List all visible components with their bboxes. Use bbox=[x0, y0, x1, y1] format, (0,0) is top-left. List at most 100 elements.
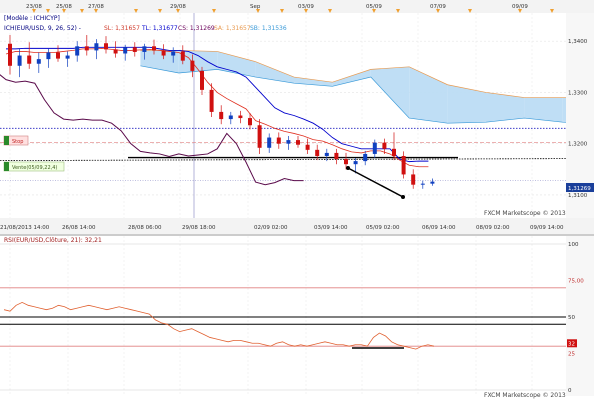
top-axis-marker bbox=[134, 9, 138, 13]
bottom-axis-label: 05/09 02:00 bbox=[366, 225, 400, 231]
cloud-segment bbox=[409, 66, 448, 124]
rsi-axis-label: 100 bbox=[568, 242, 579, 248]
candle-body bbox=[17, 55, 22, 66]
senkou-a-line bbox=[140, 50, 566, 98]
top-axis-marker bbox=[396, 9, 400, 13]
candle-body bbox=[315, 149, 320, 156]
top-axis-label: 27/08 bbox=[88, 4, 104, 10]
rsi-levels bbox=[0, 243, 566, 391]
panel-splitter[interactable] bbox=[0, 234, 594, 236]
price-panel[interactable] bbox=[0, 35, 594, 199]
cloud-segment bbox=[178, 50, 218, 73]
candle-body bbox=[334, 152, 339, 160]
candle-body bbox=[104, 43, 108, 50]
candle-body bbox=[171, 51, 176, 56]
trendline-start-marker[interactable] bbox=[346, 166, 350, 170]
cloud-segment bbox=[370, 66, 410, 119]
rsi-axis-label: 25 bbox=[568, 352, 575, 358]
template-label: [Modèle : ICHICYP] bbox=[4, 15, 60, 22]
price-axis-label: 1,3200 bbox=[568, 142, 588, 148]
cloud-segment bbox=[255, 61, 294, 84]
candle-body bbox=[353, 161, 358, 165]
candle-body bbox=[363, 153, 368, 162]
candle-body bbox=[180, 51, 185, 61]
candle-body bbox=[219, 111, 224, 120]
rsi-title: RSI(EUR/USD,Clôture, 21): 32,21 bbox=[4, 237, 102, 244]
ichimoku-cloud bbox=[140, 50, 566, 124]
rsi-panel[interactable] bbox=[0, 243, 566, 391]
candles bbox=[8, 35, 435, 189]
top-axis-marker bbox=[468, 9, 472, 13]
bottom-axis-label: 28/08 06:00 bbox=[128, 225, 162, 231]
top-axis-marker bbox=[550, 9, 554, 13]
stop-tag-label: Stop bbox=[12, 139, 23, 145]
top-axis-label: 07/09 bbox=[430, 4, 446, 10]
top-axis-marker bbox=[176, 9, 180, 13]
top-axis-marker bbox=[62, 9, 66, 13]
top-axis-label: Sep bbox=[250, 4, 261, 10]
bottom-axis-label: 09/09 14:00 bbox=[530, 225, 564, 231]
trendline-end-marker[interactable] bbox=[401, 195, 405, 199]
rsi-axis: 100 75,00 50 32 25 0 bbox=[567, 242, 584, 394]
chikou-line bbox=[0, 74, 304, 186]
rsi-axis-label: 50 bbox=[568, 315, 575, 321]
candle-body bbox=[411, 174, 416, 185]
candle-body bbox=[132, 47, 137, 52]
top-axis-marker bbox=[304, 9, 308, 13]
rsi-line bbox=[3, 301, 435, 350]
top-axis-marker bbox=[158, 9, 162, 13]
top-axis-marker bbox=[518, 9, 522, 13]
top-axis-label: 23/08 bbox=[26, 4, 42, 10]
top-axis-label: 03/09 bbox=[298, 4, 314, 10]
candle-body bbox=[430, 181, 435, 184]
rsi-axis-label: 0 bbox=[568, 388, 572, 394]
top-axis-marker bbox=[328, 9, 332, 13]
candle-body bbox=[75, 46, 80, 56]
candle-body bbox=[142, 46, 147, 52]
candle-body bbox=[200, 70, 204, 90]
cloud-segment bbox=[332, 69, 371, 87]
legend-tl: TL: 1,31677 bbox=[141, 25, 178, 32]
top-axis-marker bbox=[436, 9, 440, 13]
rsi-current-tag bbox=[567, 339, 577, 348]
top-axis-marker bbox=[80, 9, 84, 13]
candle-body bbox=[152, 46, 156, 51]
top-axis-marker bbox=[280, 9, 284, 13]
top-axis-marker bbox=[256, 9, 260, 13]
bottom-axis-label: 02/09 02:00 bbox=[254, 225, 288, 231]
candle-body bbox=[382, 142, 387, 149]
bottom-time-axis: 21/08/2013 14:00 26/08 14:00 28/08 06:00 29… bbox=[0, 225, 564, 231]
candle-body bbox=[123, 47, 128, 54]
cloud-segment bbox=[447, 84, 486, 124]
candle-body bbox=[248, 118, 252, 126]
candle-body bbox=[36, 59, 41, 64]
sell-tag-label: Vente(05/09,22,4) bbox=[12, 165, 57, 171]
price-axis: 1,3400 1,3300 1,3200 1,3100 bbox=[568, 39, 588, 199]
last-price-tag: 1,31269 bbox=[566, 183, 594, 192]
candle-body bbox=[401, 155, 406, 175]
top-axis-marker bbox=[46, 9, 50, 13]
rsi-axis-bar bbox=[566, 236, 594, 396]
bottom-axis-label: 26/08 14:00 bbox=[62, 225, 96, 231]
candle-body bbox=[372, 142, 377, 154]
price-grid bbox=[0, 13, 566, 396]
sell-order-tag[interactable]: Vente(05/09,22,4) bbox=[3, 161, 65, 172]
candle-body bbox=[27, 55, 32, 64]
top-axis-label: 25/08 bbox=[56, 4, 72, 10]
senkou-b-line bbox=[140, 65, 566, 124]
candle-body bbox=[209, 89, 214, 112]
candle-body bbox=[238, 115, 243, 119]
rsi-watermark: FXCM Marketscope © 2013 bbox=[484, 392, 566, 399]
price-axis-label: 1,3400 bbox=[568, 39, 588, 45]
candle-body bbox=[276, 137, 281, 144]
rsi-axis-label: 75,00 bbox=[568, 279, 584, 285]
trendline-drawing[interactable] bbox=[347, 167, 404, 198]
rsi-axis-label: 32 bbox=[568, 341, 575, 347]
stop-order-tag[interactable]: Stop bbox=[3, 135, 29, 146]
candle-body bbox=[84, 46, 89, 51]
cloud-segment bbox=[217, 51, 256, 78]
legend-sl: SL: 1,31657 bbox=[104, 25, 140, 32]
price-legend: [Modèle : ICHICYP] ICH(EUR/USD, 9, 26, 5… bbox=[4, 15, 287, 32]
bottom-axis-bar bbox=[0, 218, 594, 234]
